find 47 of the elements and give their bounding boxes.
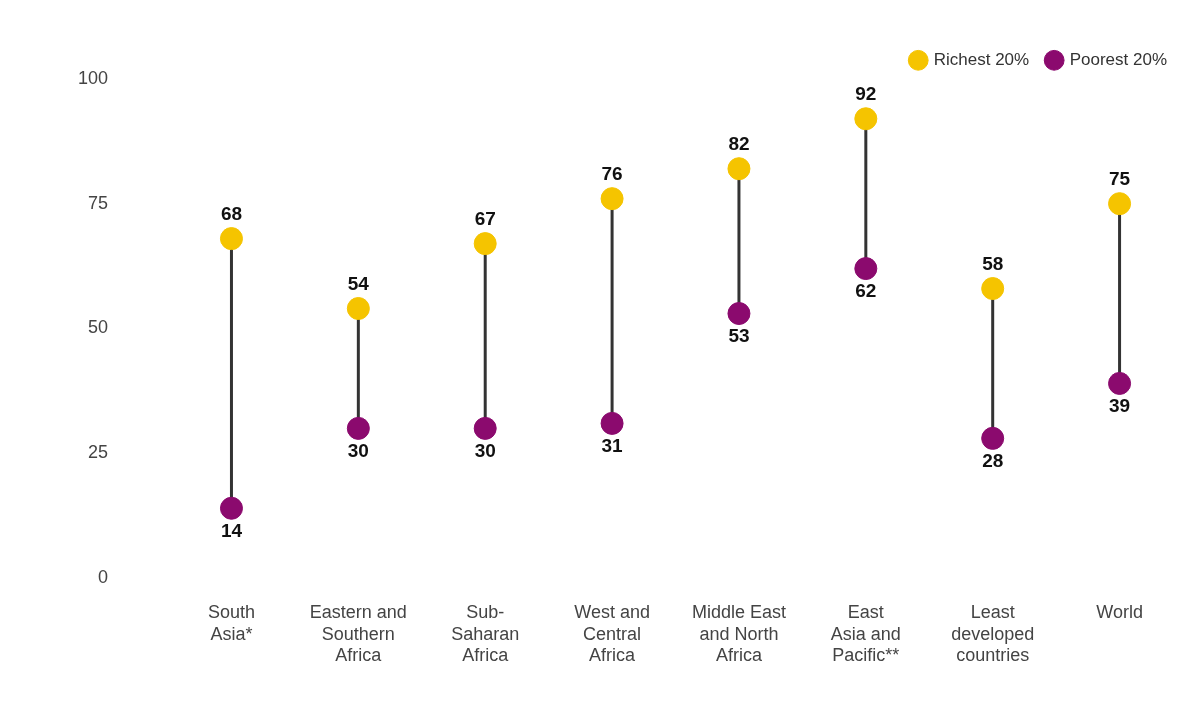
point: [473, 232, 497, 256]
point: [600, 187, 624, 211]
data-label: 30: [474, 440, 496, 462]
data-label: 75: [1108, 168, 1131, 190]
point: [1108, 371, 1132, 395]
data-label: 31: [601, 435, 624, 457]
data-label: 67: [474, 208, 496, 230]
legend-label: Richest 20%: [933, 49, 1030, 69]
point: [219, 227, 243, 251]
point: [346, 297, 370, 321]
data-label: 92: [855, 83, 877, 105]
data-label: 14: [220, 520, 243, 542]
x-tick-label: World: [1096, 601, 1143, 622]
point: [854, 257, 878, 281]
point: [600, 411, 624, 435]
point: [727, 302, 751, 326]
x-tick-label: West and Central Africa: [574, 601, 650, 666]
x-tick-label: Sub- Saharan Africa: [451, 601, 520, 666]
legend-label: Poorest 20%: [1069, 49, 1168, 69]
data-label: 58: [982, 253, 1004, 275]
point: [727, 157, 751, 181]
point: [473, 416, 497, 440]
data-label: 82: [728, 133, 750, 155]
y-tick-label: 0: [98, 567, 109, 588]
y-tick-label: 75: [88, 192, 109, 213]
point: [981, 277, 1005, 301]
data-label: 53: [728, 325, 750, 347]
point: [219, 496, 243, 520]
x-tick-label: Middle East and North Africa: [691, 601, 786, 666]
data-label: 54: [347, 273, 370, 295]
y-tick-label: 100: [77, 67, 109, 88]
data-label: 28: [982, 450, 1004, 472]
point: [854, 107, 878, 131]
data-label: 76: [601, 163, 623, 185]
x-tick-label: South Asia*: [207, 601, 255, 644]
point: [1108, 192, 1132, 216]
y-tick-label: 25: [88, 442, 109, 463]
point: [981, 426, 1005, 450]
y-tick-label: 50: [88, 317, 109, 338]
x-tick-label: Eastern and Southern Africa: [309, 601, 407, 666]
x-tick-label: Least developed countries: [951, 601, 1035, 666]
data-label: 39: [1108, 395, 1131, 417]
point: [346, 416, 370, 440]
data-label: 62: [855, 280, 877, 302]
data-label: 68: [220, 203, 243, 225]
x-tick-label: East Asia and Pacific**: [830, 601, 901, 666]
data-label: 30: [347, 440, 369, 462]
